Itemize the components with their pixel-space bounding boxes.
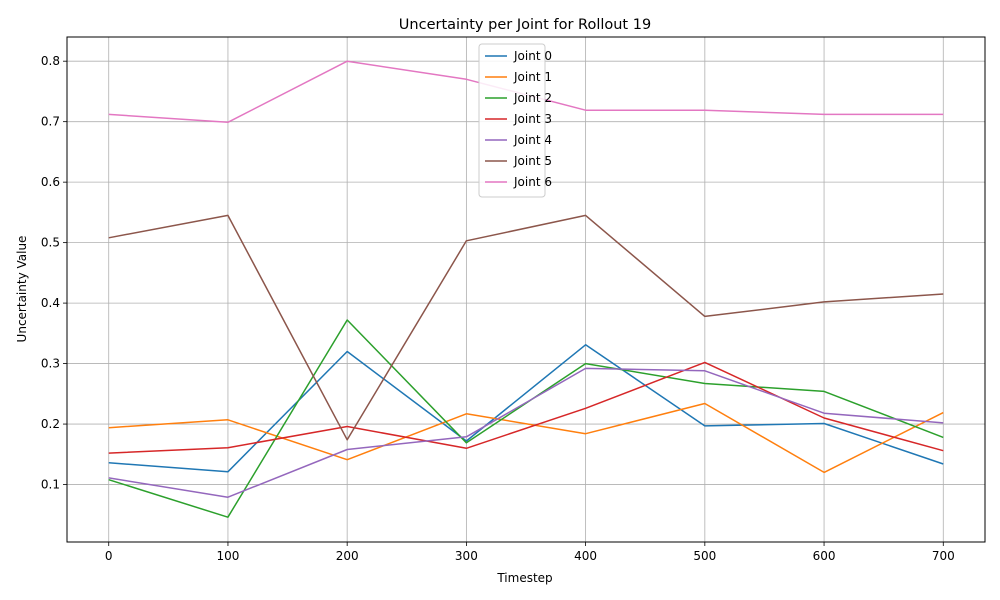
x-tick-label: 0 bbox=[105, 549, 113, 563]
x-tick-label: 600 bbox=[813, 549, 836, 563]
legend-label: Joint 2 bbox=[513, 91, 552, 105]
chart-title: Uncertainty per Joint for Rollout 19 bbox=[399, 17, 651, 33]
x-tick-label: 500 bbox=[693, 549, 716, 563]
y-axis-ticks: 0.1 0.2 0.3 0.4 0.5 0.6 0.7 0.8 bbox=[41, 54, 67, 492]
series-line-joint-4 bbox=[108, 367, 944, 498]
x-tick-label: 100 bbox=[216, 549, 239, 563]
y-tick-label: 0.8 bbox=[41, 54, 60, 68]
y-tick-label: 0.7 bbox=[41, 115, 60, 129]
x-tick-label: 400 bbox=[574, 549, 597, 563]
series-line-joint-5 bbox=[108, 214, 944, 441]
x-axis-ticks: 0 100 200 300 400 500 600 700 bbox=[105, 542, 955, 563]
series-lines bbox=[108, 60, 944, 518]
y-tick-label: 0.2 bbox=[41, 417, 60, 431]
y-tick-label: 0.3 bbox=[41, 357, 60, 371]
x-tick-label: 200 bbox=[336, 549, 359, 563]
legend-label: Joint 5 bbox=[513, 154, 552, 168]
y-tick-label: 0.5 bbox=[41, 236, 60, 250]
legend-label: Joint 3 bbox=[513, 112, 552, 126]
x-axis-label: Timestep bbox=[496, 571, 552, 585]
series-line-joint-3 bbox=[108, 361, 944, 454]
y-tick-label: 0.6 bbox=[41, 175, 60, 189]
legend-label: Joint 0 bbox=[513, 49, 552, 63]
y-axis-label: Uncertainty Value bbox=[15, 236, 29, 343]
plot-area-frame bbox=[66, 36, 986, 543]
legend-box bbox=[478, 43, 546, 198]
series-line-joint-2 bbox=[108, 319, 944, 518]
y-tick-label: 0.4 bbox=[41, 296, 60, 310]
series-line-joint-1 bbox=[108, 402, 944, 474]
legend-label: Joint 4 bbox=[513, 133, 552, 147]
legend-label: Joint 1 bbox=[513, 70, 552, 84]
x-tick-label: 700 bbox=[932, 549, 955, 563]
legend-label: Joint 6 bbox=[513, 175, 552, 189]
series-line-joint-0 bbox=[108, 344, 944, 473]
x-tick-label: 300 bbox=[455, 549, 478, 563]
y-tick-label: 0.1 bbox=[41, 478, 60, 492]
legend: Joint 0 Joint 1 Joint 2 Joint 3 Joint 4 Joint… bbox=[478, 43, 552, 198]
